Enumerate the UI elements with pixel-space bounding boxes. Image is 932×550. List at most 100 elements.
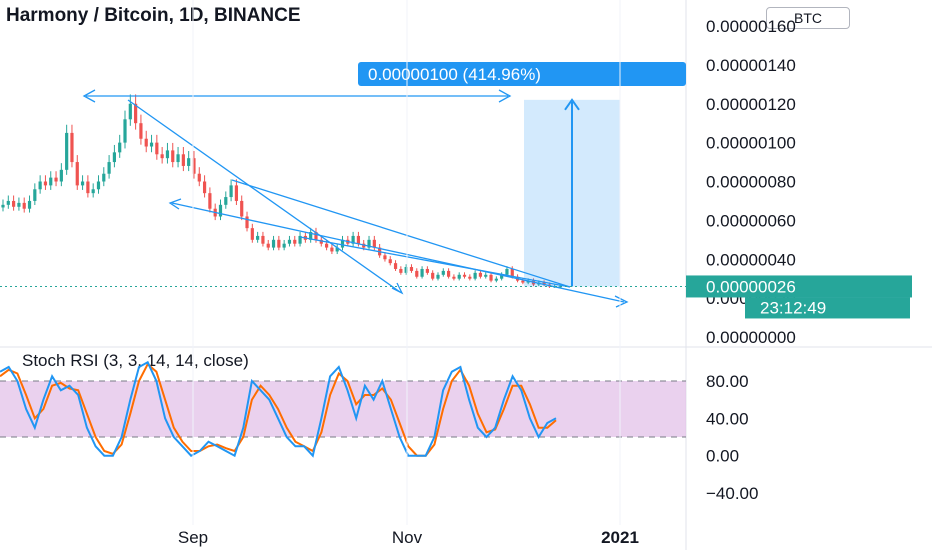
chart-title: Harmony / Bitcoin, 1D, BINANCE: [6, 5, 301, 26]
candle-body: [96, 181, 101, 190]
stoch-rsi-axis: 80.00 40.00 0.00 −40.00: [706, 372, 758, 503]
candle-body: [324, 243, 329, 248]
candle-body: [277, 239, 281, 248]
countdown-label: 23:12:49: [760, 298, 826, 317]
trendline[interactable]: [231, 179, 571, 288]
candle-body: [187, 158, 191, 166]
candle-body: [229, 185, 233, 198]
candle-body: [197, 173, 201, 182]
candle-body: [542, 282, 546, 285]
candle-body: [266, 243, 270, 248]
candle-body: [330, 247, 334, 252]
candle-body: [367, 239, 371, 248]
candle-body: [6, 200, 10, 205]
candle-body: [388, 259, 392, 264]
candle-body: [202, 181, 207, 194]
candle-body: [33, 189, 37, 201]
candle-body: [17, 202, 21, 207]
trendline-arrowhead: [82, 89, 96, 103]
candle-body: [250, 228, 254, 240]
candle-body: [149, 142, 154, 147]
price-tick-label: 0.00000160: [706, 17, 796, 36]
measure-tool[interactable]: 0.00000100 (414.96%): [358, 62, 686, 287]
candle-body: [425, 268, 429, 273]
time-tick-label: 2021: [601, 528, 639, 547]
candle-body: [256, 235, 260, 240]
candle-body: [234, 185, 239, 201]
candle-body: [134, 103, 138, 124]
candle-body: [351, 235, 355, 244]
candle-body: [505, 268, 509, 275]
candle-body: [107, 162, 111, 174]
candle-body: [478, 272, 483, 277]
rsi-tick-label: 40.00: [706, 409, 749, 428]
candle-body: [282, 243, 286, 248]
trendline[interactable]: [171, 202, 625, 303]
candle-body: [399, 268, 403, 273]
candle-body: [521, 280, 525, 283]
candle-body: [409, 267, 414, 271]
candle-body: [441, 270, 445, 275]
candle-body: [420, 268, 424, 277]
countdown-box: [745, 297, 910, 319]
candle-body: [160, 154, 164, 159]
currency-button[interactable]: BTC: [766, 7, 850, 29]
candle-body: [393, 263, 398, 269]
candle-body: [54, 177, 58, 182]
candle-body: [372, 239, 376, 248]
candle-body: [1, 204, 5, 208]
candle-body: [171, 150, 175, 163]
price-labels: 0.00000026 23:12:49: [0, 275, 912, 319]
candle-body: [59, 169, 63, 182]
candle-body: [314, 232, 318, 240]
candle-body: [27, 200, 32, 209]
price-tick-label: 0.00000080: [706, 173, 796, 192]
stoch-rsi-lines: [0, 360, 557, 458]
rsi-tick-label: 80.00: [706, 372, 749, 391]
trendline[interactable]: [127, 99, 401, 293]
candle-body: [436, 274, 440, 279]
trendline-arrowhead: [168, 198, 182, 210]
candle-body: [123, 119, 127, 143]
candle-body: [447, 270, 451, 277]
candle-body: [65, 132, 69, 170]
candle-body: [356, 235, 361, 244]
candle-body: [489, 274, 493, 281]
candle-body: [224, 197, 228, 205]
candle-body: [340, 239, 345, 248]
candle-body: [128, 103, 132, 120]
candle-body: [70, 132, 74, 163]
rsi-tick-label: −40.00: [706, 484, 758, 503]
candle-body: [38, 181, 42, 190]
candle-body: [144, 138, 148, 147]
candle-body: [335, 247, 339, 252]
time-axis: Sep Nov 2021: [178, 0, 639, 547]
candle-body: [192, 158, 196, 174]
measure-label: 0.00000100 (414.96%): [368, 65, 541, 84]
trendlines[interactable]: [82, 89, 629, 308]
candle-body: [181, 154, 185, 166]
candle-body: [298, 235, 302, 244]
candle-body: [404, 267, 408, 273]
price-tick-label: 0.00000120: [706, 95, 796, 114]
candle-body: [139, 123, 143, 139]
candle-body: [293, 239, 297, 244]
candle-body: [86, 181, 90, 194]
time-tick-label: Nov: [392, 528, 423, 547]
candle-body: [462, 274, 467, 277]
last-price-label: 0.00000026: [706, 277, 796, 296]
candle-body: [155, 142, 159, 155]
candle-body: [494, 278, 498, 281]
candle-body: [176, 154, 180, 163]
rsi-tick-label: 0.00: [706, 447, 739, 466]
candle-body: [309, 232, 313, 240]
candle-body: [452, 276, 456, 279]
last-price-box: [686, 275, 912, 298]
candle-body: [12, 200, 16, 207]
candle-body: [245, 216, 249, 229]
candle-body: [22, 202, 26, 209]
candle-body: [500, 274, 504, 279]
price-tick-label: 0.00000040: [706, 250, 796, 269]
trendline[interactable]: [299, 236, 571, 288]
